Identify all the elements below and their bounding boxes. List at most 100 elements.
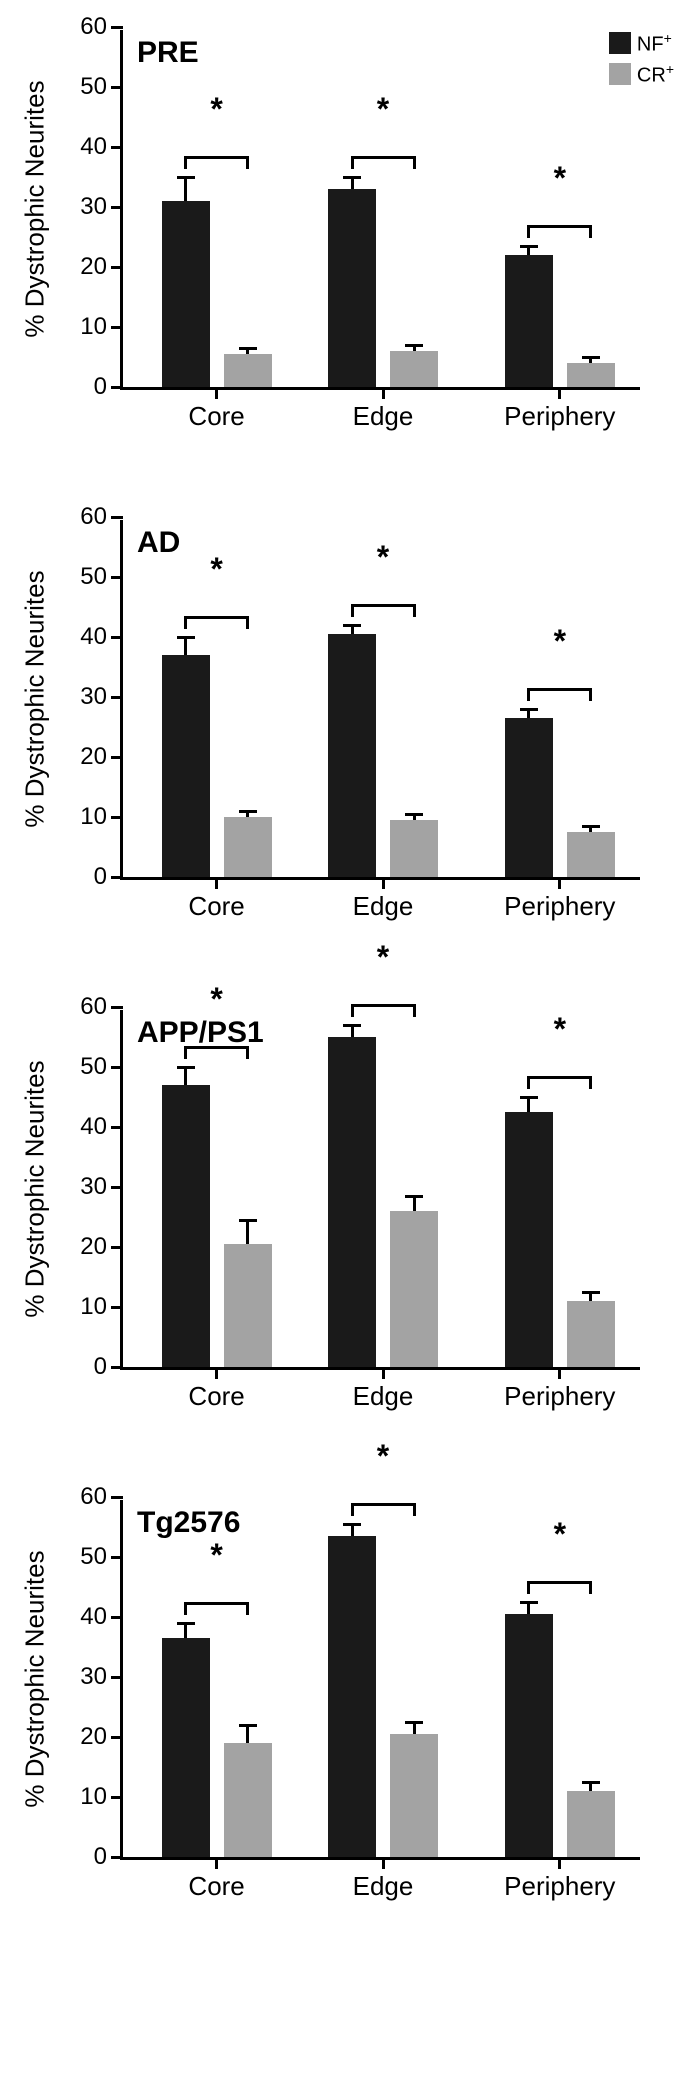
panel-title: Tg2576 [137,1506,240,1540]
error-cap [405,1721,423,1724]
legend-label: CR+ [637,61,674,88]
bar [567,1301,615,1367]
y-tick [111,26,123,29]
significance-star: * [554,1011,566,1048]
error-cap [520,245,538,248]
y-tick-label: 50 [80,1543,107,1571]
bar [505,1614,553,1857]
significance-star: * [377,91,389,128]
error-cap [343,624,361,627]
significance-star: * [210,981,222,1018]
bar [390,820,438,877]
error-cap [177,636,195,639]
x-tick [558,387,561,399]
error-bar [246,1725,249,1743]
y-tick-label: 50 [80,1053,107,1081]
y-tick [111,576,123,579]
y-tick-label: 30 [80,1663,107,1691]
significance-tick [246,1602,249,1615]
y-tick [111,1736,123,1739]
error-bar [246,1220,249,1244]
significance-star: * [554,623,566,660]
error-cap [177,1622,195,1625]
chart: 0102030405060% Dystrophic NeuritesTg2576… [120,1500,640,1860]
panel-title: APP/PS1 [137,1016,264,1050]
x-tick-label: Core [188,891,244,922]
bar [328,1037,376,1367]
y-tick [111,516,123,519]
plot-area: 0102030405060% Dystrophic NeuritesTg2576… [120,1500,640,1860]
x-tick-label: Periphery [504,1381,615,1412]
legend-swatch [609,63,631,85]
y-tick [111,1246,123,1249]
error-bar [184,1623,187,1638]
panel-title: AD [137,526,180,560]
error-bar [351,177,354,189]
y-tick [111,1126,123,1129]
error-cap [239,1724,257,1727]
error-cap [520,708,538,711]
plot-area: 0102030405060% Dystrophic NeuritesAPP/PS… [120,1010,640,1370]
x-tick [382,877,385,889]
y-tick [111,1556,123,1559]
bar [505,255,553,387]
y-tick-label: 60 [80,503,107,531]
error-bar [413,1722,416,1734]
significance-star: * [377,539,389,576]
significance-line [352,156,414,159]
error-cap [582,825,600,828]
y-tick-label: 30 [80,193,107,221]
x-tick [215,387,218,399]
y-tick-label: 0 [94,373,107,401]
bar [505,1112,553,1367]
significance-tick [246,1046,249,1059]
significance-tick [589,225,592,238]
significance-tick [184,1602,187,1615]
y-tick [111,696,123,699]
significance-star: * [210,1537,222,1574]
error-bar [527,1097,530,1112]
y-tick-label: 50 [80,563,107,591]
x-tick-label: Periphery [504,891,615,922]
bar [328,189,376,387]
x-tick-label: Periphery [504,401,615,432]
significance-tick [413,1503,416,1516]
y-tick [111,86,123,89]
significance-star: * [377,939,389,976]
y-tick-label: 50 [80,73,107,101]
panel-title: PRE [137,36,199,70]
y-tick-label: 60 [80,13,107,41]
significance-star: * [554,160,566,197]
bar [162,1638,210,1857]
y-tick [111,636,123,639]
error-bar [351,1524,354,1536]
y-tick-label: 20 [80,1723,107,1751]
significance-line [352,1503,414,1506]
significance-tick [527,225,530,238]
y-tick-label: 40 [80,623,107,651]
significance-tick [413,156,416,169]
y-tick [111,1066,123,1069]
bar [567,363,615,387]
y-tick-label: 20 [80,253,107,281]
significance-tick [413,604,416,617]
bar [224,1244,272,1367]
error-cap [582,356,600,359]
error-cap [405,344,423,347]
y-tick-label: 30 [80,1173,107,1201]
x-tick [558,877,561,889]
error-cap [343,176,361,179]
chart: 0102030405060% Dystrophic NeuritesAPP/PS… [120,1010,640,1370]
bar [224,1743,272,1857]
significance-line [186,1602,248,1605]
y-tick [111,876,123,879]
x-tick [558,1857,561,1869]
significance-tick [527,1076,530,1089]
significance-line [352,1004,414,1007]
x-tick-label: Core [188,401,244,432]
y-tick [111,1186,123,1189]
significance-star: * [210,551,222,588]
significance-line [186,1046,248,1049]
chart: 0102030405060% Dystrophic NeuritesPRECor… [120,30,640,390]
y-tick-label: 0 [94,1843,107,1871]
